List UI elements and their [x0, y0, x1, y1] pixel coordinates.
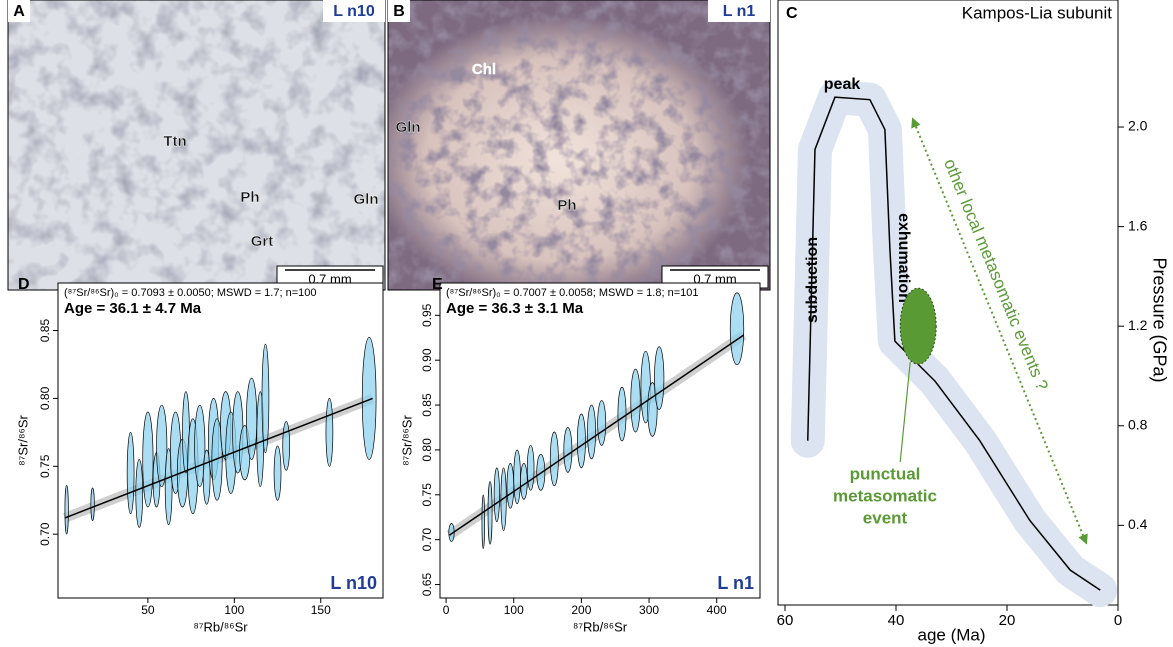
data-ellipse: [730, 293, 744, 365]
data-ellipse: [577, 414, 585, 468]
data-ellipse: [631, 369, 640, 432]
y-tick-label: 0.80: [420, 438, 434, 462]
y-axis-label: ⁸⁷Sr/⁸⁶Sr: [15, 415, 30, 466]
x-tick-label: 0: [443, 603, 450, 617]
y-tick-label: 1.6: [1128, 217, 1148, 233]
x-tick-label: 50: [141, 603, 155, 617]
sample-label: L n10: [330, 573, 377, 593]
x-tick-label: 200: [571, 603, 591, 617]
data-ellipse: [91, 488, 94, 521]
data-ellipse: [283, 421, 290, 470]
y-tick-label: 0.70: [38, 522, 52, 546]
data-ellipse: [143, 412, 153, 507]
data-ellipse: [127, 432, 134, 513]
y-axis-label: Pressure (GPa): [1149, 257, 1169, 382]
data-ellipse: [587, 405, 595, 459]
panel-label: D: [18, 276, 30, 293]
data-ellipse: [514, 450, 521, 504]
y-tick-label: 1.2: [1128, 317, 1148, 333]
panel-label: B: [393, 3, 405, 20]
annotation: (⁸⁷Sr/⁸⁶Sr)₀ = 0.7007 ± 0.0058; MSWD = 1…: [446, 287, 698, 299]
y-tick-label: 0.90: [420, 348, 434, 372]
data-ellipse: [618, 387, 626, 441]
y-axis-label: ⁸⁷Sr/⁸⁶Sr: [399, 415, 414, 466]
data-ellipse: [564, 427, 572, 472]
path-label: peak: [824, 76, 861, 93]
age-label: Age = 36.1 ± 4.7 Ma: [64, 300, 202, 317]
x-tick-label: 150: [311, 603, 331, 617]
mineral-label: Ph: [557, 197, 576, 214]
panel-label: E: [432, 276, 443, 293]
data-ellipse: [527, 445, 534, 490]
x-tick-label: 0: [1114, 612, 1122, 629]
data-ellipse: [362, 337, 376, 459]
x-tick-label: 40: [888, 612, 905, 629]
path-label: subduction: [804, 237, 821, 323]
x-tick-label: 400: [707, 603, 727, 617]
x-axis-label: age (Ma): [917, 625, 985, 644]
data-ellipse: [550, 432, 558, 486]
age-label: Age = 36.3 ± 3.1 Ma: [446, 300, 584, 317]
mineral-label: Grt: [251, 233, 274, 250]
data-ellipse: [326, 398, 333, 466]
data-ellipse: [136, 460, 143, 528]
y-tick-label: 0.95: [420, 303, 434, 327]
x-tick-label: 300: [639, 603, 659, 617]
y-tick-label: 0.8: [1128, 416, 1148, 432]
event-label: metasomatic: [833, 486, 937, 505]
y-tick-label: 0.80: [38, 386, 52, 410]
y-tick-label: 0.75: [38, 454, 52, 478]
panel-label: C: [786, 5, 798, 22]
data-ellipse: [598, 401, 606, 446]
figure: AL n100.7 mmTtnGlnPhGrtBL n10.7 mmChlGln…: [0, 0, 1173, 647]
mineral-label: Ph: [240, 189, 259, 206]
photo-b: [388, 0, 770, 290]
sample-label: L n1: [717, 573, 754, 593]
y-tick-label: 0.65: [420, 573, 434, 597]
data-ellipse: [521, 463, 528, 499]
data-ellipse: [494, 468, 499, 522]
x-axis-label: ⁸⁷Rb/⁸⁶Sr: [193, 619, 248, 634]
data-ellipse: [65, 485, 68, 534]
mineral-label: Gln: [396, 119, 421, 136]
data-ellipse: [482, 495, 485, 549]
path-label: exhumation: [895, 213, 912, 303]
data-ellipse: [654, 347, 663, 410]
data-ellipse: [262, 344, 269, 453]
x-axis-label: ⁸⁷Rb/⁸⁶Sr: [573, 619, 628, 634]
sample-label: L n10: [333, 3, 375, 20]
y-tick-label: 0.85: [420, 393, 434, 417]
sample-label: L n1: [723, 3, 756, 20]
data-ellipse: [488, 481, 492, 544]
data-ellipse: [274, 446, 281, 500]
panel-title: Kampos-Lia subunit: [962, 3, 1113, 22]
mineral-label: Ttn: [163, 133, 186, 150]
x-tick-label: 100: [224, 603, 244, 617]
y-tick-label: 0.75: [420, 483, 434, 507]
x-tick-label: 100: [504, 603, 524, 617]
y-tick-label: 0.4: [1128, 516, 1148, 532]
x-tick-label: 20: [999, 612, 1016, 629]
y-tick-label: 0.85: [38, 319, 52, 343]
y-tick-label: 0.70: [420, 528, 434, 552]
x-tick-label: 60: [777, 612, 794, 629]
event-marker: [900, 288, 936, 364]
mineral-label: Gln: [354, 191, 379, 208]
data-ellipse: [507, 463, 514, 508]
annotation: (⁸⁷Sr/⁸⁶Sr)₀ = 0.7093 ± 0.0050; MSWD = 1…: [64, 287, 316, 299]
panel-label: A: [13, 3, 25, 20]
event-label: punctual: [850, 464, 921, 483]
y-tick-label: 2.0: [1128, 118, 1148, 134]
mineral-label: Chl: [472, 61, 496, 78]
event-label: event: [863, 508, 908, 527]
photo-a: [8, 0, 385, 290]
